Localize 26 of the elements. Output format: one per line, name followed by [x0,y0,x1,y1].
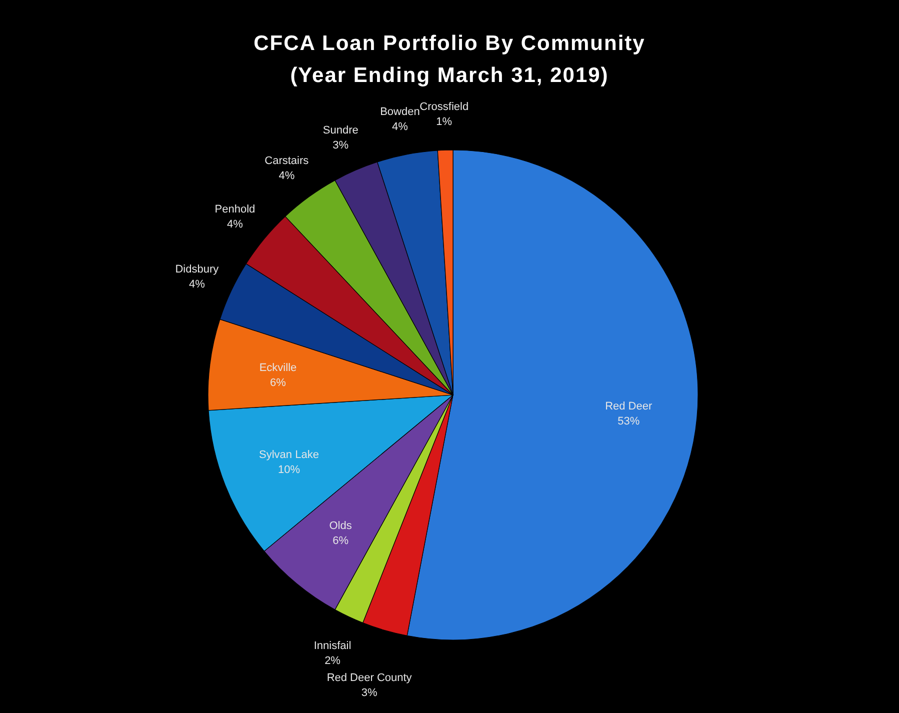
slice-label: Eckville [259,362,297,374]
data-label: 1% [436,116,452,128]
slice-label: Bowden [380,106,420,118]
data-label: 10% [278,464,300,476]
slice-label: Innisfail [314,640,352,652]
data-label: 6% [270,376,286,389]
data-label: 3% [332,139,349,152]
slice-label: Crossfield [420,101,469,114]
slice-label: Carstairs [264,155,310,168]
slice-label: Penhold [214,204,256,216]
slice-label: Sundre [322,124,358,136]
data-label: 4% [188,278,206,291]
slice-label: Didsbury [175,264,220,276]
slice-label: Red Deer County [326,672,412,684]
slice-label: Olds [329,520,352,532]
slice-label: Sylvan Lake [259,448,319,461]
data-label: 4% [226,218,244,231]
data-label: 53% [618,416,640,428]
data-label: 2% [324,655,341,668]
data-label: 4% [278,170,295,182]
slice-label: Red Deer [605,400,652,413]
data-label: 6% [332,534,349,547]
chart-title: CFCA Loan Portfolio By Community [254,32,646,55]
data-label: 3% [361,687,378,700]
data-label: 4% [392,121,408,134]
chart-subtitle: (Year Ending March 31, 2019) [290,64,609,87]
